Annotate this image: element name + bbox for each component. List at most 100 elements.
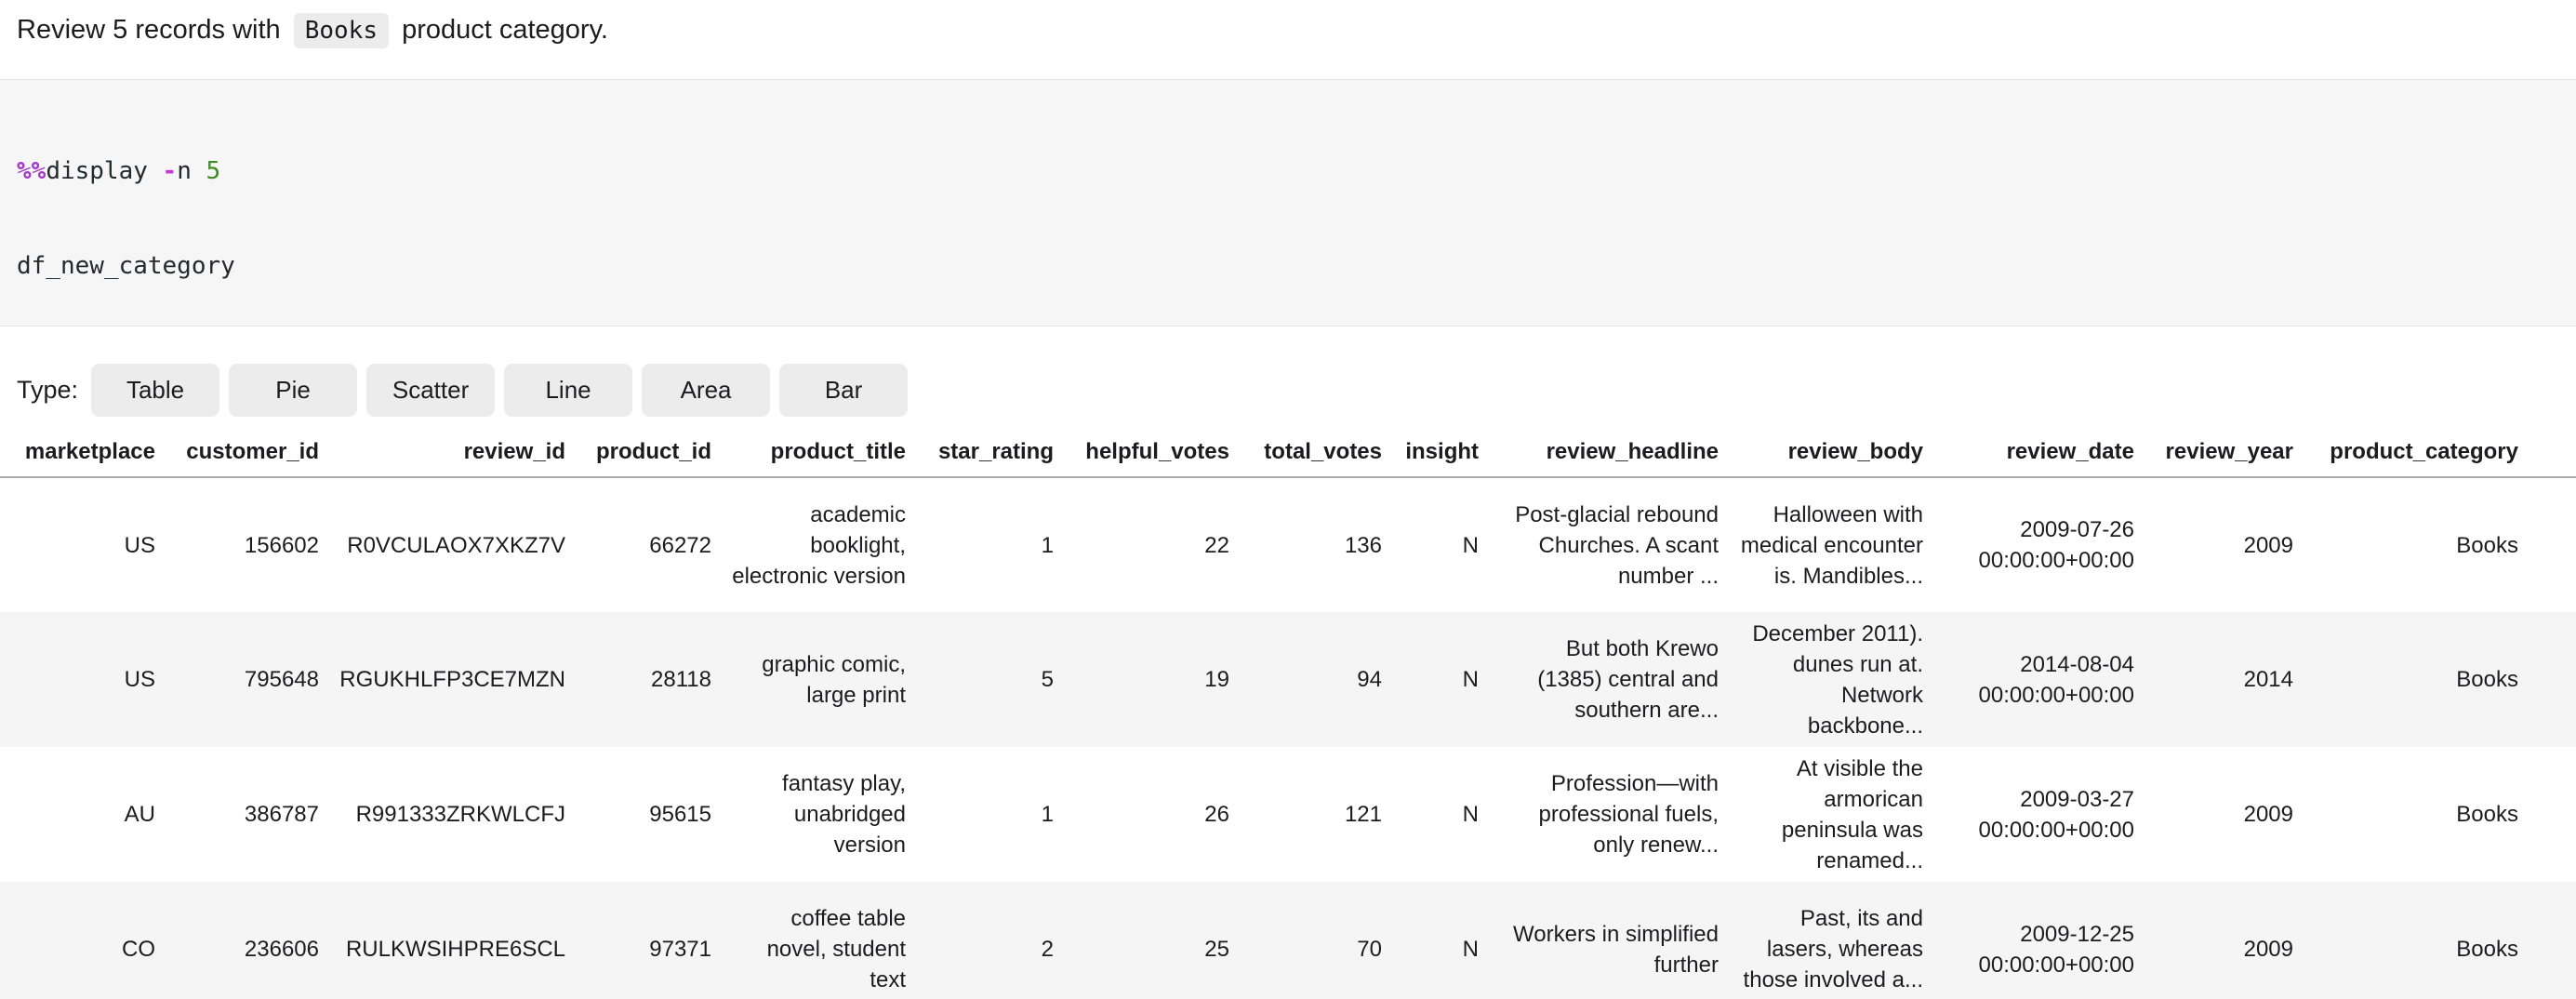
cell-review_headline: Profession—with professional fuels, only… [1538,771,1719,858]
cell-product_title: academic booklight, electronic version [732,501,906,589]
table-row: CO 236606 RULKWSIHPRE6SCL 97371 coffee table… [0,882,2576,999]
cell-product_id: 28118 [651,667,711,692]
cell-helpful_votes: 22 [1204,532,1229,558]
cell-review_date: 2009-12-25 00:00:00+00:00 [1978,921,2135,978]
column-header-insight: insight [1391,426,1488,478]
cell-total_votes: 136 [1344,532,1382,558]
column-header-product_category: product_category [2303,426,2576,478]
cell-review_body: At visible the armorican peninsula was r… [1781,755,1923,873]
cell-total_votes: 94 [1357,667,1382,692]
cell-product_title: fantasy play, unabridged version [782,771,906,858]
cell-review_year: 2009 [2243,937,2293,962]
type-button-area[interactable]: Area [642,364,771,417]
type-button-bar[interactable]: Bar [779,364,909,417]
column-header-product_title: product_title [721,426,915,478]
type-button-table[interactable]: Table [91,364,220,417]
cell-customer_id: 386787 [244,802,319,827]
column-header-marketplace: marketplace [0,426,165,478]
cell-helpful_votes: 26 [1204,802,1229,827]
cell-review_body: Halloween with medical encounter is. Man… [1740,501,1923,589]
cell-product_category: Books [2456,667,2518,692]
cell-marketplace: CO [122,937,155,962]
cell-product_category: Books [2456,532,2518,558]
cell-marketplace: US [124,532,155,558]
cell-marketplace: US [124,667,155,692]
code-cell[interactable]: %%display -n 5 df_new_category [0,79,2576,326]
column-header-review_date: review_date [1932,426,2144,478]
cell-customer_id: 795648 [244,667,319,692]
cell-product_title: coffee table novel, student text [766,906,906,992]
cell-helpful_votes: 25 [1204,937,1229,962]
cell-review_body: December 2011). dunes run at. Network ba… [1752,620,1923,739]
cell-star_rating: 1 [1041,532,1054,558]
cell-review_date: 2014-08-04 00:00:00+00:00 [1978,651,2135,708]
cell-insight: N [1462,667,1479,692]
flag-letter: n [177,157,192,185]
column-header-helpful_votes: helpful_votes [1063,426,1239,478]
cell-review_id: RGUKHLFP3CE7MZN [339,667,565,692]
column-header-customer_id: customer_id [165,426,328,478]
cell-customer_id: 236606 [244,937,319,962]
cell-product_id: 66272 [649,532,711,558]
type-selector: Type: Table Pie Scatter Line Area Bar [17,364,2576,417]
cell-insight: N [1462,802,1479,827]
cell-review_year: 2014 [2243,667,2293,692]
column-header-review_headline: review_headline [1488,426,1728,478]
cell-marketplace: AU [124,802,155,827]
records-table: marketplace customer_id review_id product_i… [0,426,2576,999]
cell-star_rating: 2 [1041,937,1054,962]
type-button-pie[interactable]: Pie [229,364,358,417]
column-header-review_id: review_id [328,426,575,478]
type-button-line[interactable]: Line [504,364,633,417]
prompt-prefix: Review 5 records with [17,15,281,45]
cell-total_votes: 70 [1357,937,1382,962]
table-row: AU 386787 R991333ZRKWLCFJ 95615 fantasy play… [0,747,2576,882]
cell-review_year: 2009 [2243,802,2293,827]
flag-value: 5 [206,157,221,185]
code-space [192,157,206,185]
column-header-review_year: review_year [2144,426,2303,478]
column-header-total_votes: total_votes [1239,426,1391,478]
cell-review_headline: But both Krewo (1385) central and southe… [1537,636,1719,723]
type-button-scatter[interactable]: Scatter [366,364,496,417]
cell-insight: N [1462,937,1479,962]
table-body: US 156602 R0VCULAOX7XKZ7V 66272 academic boo… [0,477,2576,999]
cell-product_category: Books [2456,937,2518,962]
cell-product_category: Books [2456,802,2518,827]
cell-review_id: R991333ZRKWLCFJ [355,802,565,827]
cell-product_title: graphic comic, large print [762,651,906,708]
cell-review_date: 2009-03-27 00:00:00+00:00 [1978,786,2135,843]
type-label: Type: [17,376,79,404]
code-line-2: df_new_category [17,252,235,280]
magic-name: display [46,157,148,185]
code-line-1: %%display -n 5 [17,155,2559,187]
type-buttons: Table Pie Scatter Line Area Bar [91,364,909,417]
header-row: marketplace customer_id review_id product_i… [0,426,2576,478]
column-header-product_id: product_id [575,426,721,478]
cell-review_headline: Post-glacial rebound Churches. A scant n… [1515,501,1719,589]
cell-review_year: 2009 [2243,532,2293,558]
cell-review_headline: Workers in simplified further [1513,921,1719,978]
table-row: US 156602 R0VCULAOX7XKZ7V 66272 academic boo… [0,477,2576,612]
prompt-text: Review 5 records with Books product cate… [17,11,2576,49]
column-header-review_body: review_body [1728,426,1932,478]
cell-star_rating: 1 [1041,802,1054,827]
cell-helpful_votes: 19 [1204,667,1229,692]
prompt-suffix: product category. [402,15,608,45]
inline-code-chip: Books [293,13,389,48]
cell-customer_id: 156602 [244,532,319,558]
code-space [148,157,163,185]
cell-review_id: RULKWSIHPRE6SCL [345,937,565,962]
cell-review_body: Past, its and lasers, whereas those invo… [1743,906,1923,992]
cell-product_id: 97371 [649,937,711,962]
cell-review_id: R0VCULAOX7XKZ7V [347,532,565,558]
cell-review_date: 2009-07-26 00:00:00+00:00 [1978,517,2135,573]
cell-insight: N [1462,532,1479,558]
table-row: US 795648 RGUKHLFP3CE7MZN 28118 graphic comi… [0,612,2576,747]
column-header-star_rating: star_rating [915,426,1063,478]
cell-product_id: 95615 [649,802,711,827]
cell-total_votes: 121 [1344,802,1382,827]
cell-star_rating: 5 [1041,667,1054,692]
magic-symbol: %% [17,157,46,185]
flag-dash: - [162,157,178,185]
